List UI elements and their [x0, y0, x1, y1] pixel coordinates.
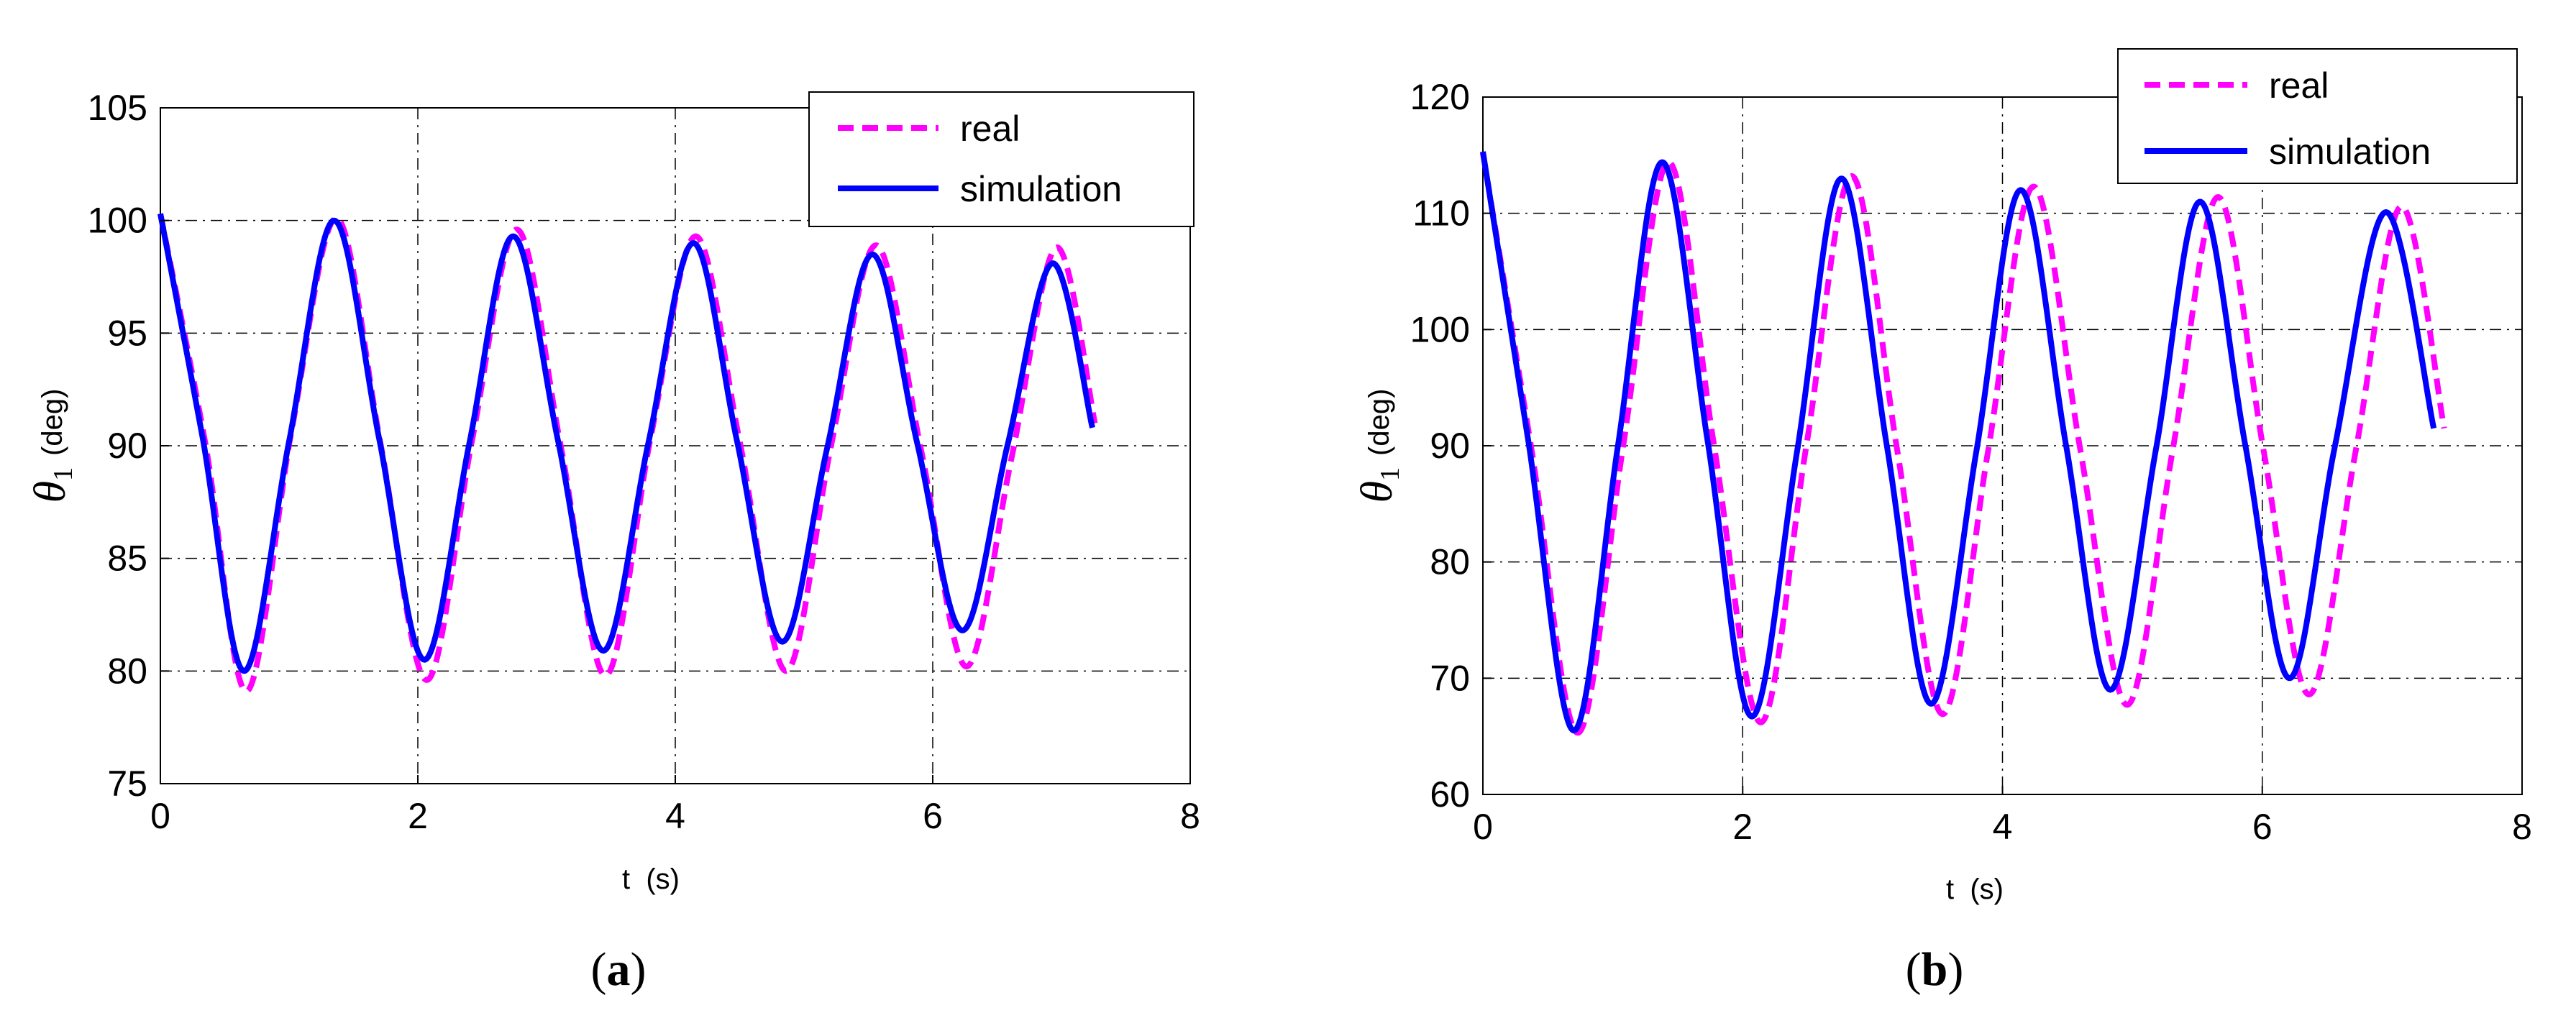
chart-b: 0 2 4 6 8 60 70 80 90 100 110 120 t (s) θ1 (deg) re…: [1353, 48, 2532, 996]
x-tick-label-b: 6: [2252, 807, 2273, 847]
x-axis-label-b: t (s): [1946, 874, 2004, 905]
x-tick-label-b: 0: [1473, 807, 1493, 847]
y-tick-label-b: 70: [1430, 658, 1470, 698]
y-tick-label-a: 80: [107, 651, 147, 691]
y-axis-label-b: θ1 (deg): [1353, 389, 1405, 503]
y-tick-label-b: 100: [1410, 309, 1470, 349]
x-tick-label-b: 2: [1732, 807, 1753, 847]
x-tick-labels-b: 0 2 4 6 8: [1473, 786, 2532, 847]
series-layer-a: [157, 213, 1098, 695]
x-tick-label-b: 4: [1993, 807, 2013, 847]
y-axis-label-unit-b: (deg): [1364, 389, 1395, 456]
legend-label-simulation-a: simulation: [960, 169, 1122, 209]
svg-text:θ1(deg): θ1 (deg): [1353, 389, 1405, 503]
y-axis-label-unit-a: (deg): [37, 389, 68, 456]
y-tick-label-b: 60: [1430, 774, 1470, 815]
y-axis-label-symbol-b: θ: [1353, 481, 1402, 503]
legend-label-simulation-b: simulation: [2269, 132, 2431, 172]
legend-b: real simulation: [2117, 48, 2518, 184]
x-tick-label-a: 8: [1180, 796, 1200, 836]
series-line-simulation-a: [157, 213, 1095, 674]
series-line-real-b: [1480, 152, 2447, 736]
y-tick-label-a: 95: [107, 313, 147, 353]
x-tick-label-a: 2: [408, 796, 428, 836]
gridlines-a: [160, 108, 1190, 784]
chart-a: 0 2 4 6 8 75 80 85 90 95 100 105 t (s) θ1 (deg) rea…: [26, 88, 1200, 996]
legend-label-real-b: real: [2269, 65, 2329, 106]
svg-text:θ1(deg): θ1 (deg): [26, 389, 78, 503]
gridlines-b: [1483, 97, 2522, 794]
series-layer-b: [1480, 151, 2447, 736]
y-tick-label-a: 90: [107, 426, 147, 466]
panel-label-a: (a): [591, 943, 647, 996]
series-line-simulation-b: [1480, 151, 2437, 734]
y-axis-label-subscript-a: 1: [48, 467, 78, 481]
x-tick-label-a: 6: [923, 796, 943, 836]
x-tick-label-b: 8: [2512, 807, 2532, 847]
panel-label-b: (b): [1906, 943, 1964, 996]
y-tick-label-a: 100: [88, 201, 147, 241]
y-tick-labels-b: 60 70 80 90 100 110 120: [1410, 77, 1492, 815]
y-tick-label-a: 85: [107, 538, 147, 579]
y-tick-label-b: 110: [1412, 193, 1470, 234]
y-axis-label-symbol-a: θ: [26, 481, 75, 503]
x-axis-label-a: t (s): [622, 863, 680, 895]
x-tick-label-a: 4: [665, 796, 685, 836]
y-axis-label-a: θ1 (deg): [26, 389, 78, 503]
y-tick-label-a: 75: [107, 764, 147, 804]
legend-a: real simulation: [808, 91, 1195, 227]
y-tick-label-b: 80: [1430, 542, 1470, 582]
x-tick-labels-a: 0 2 4 6 8: [150, 775, 1200, 836]
y-tick-label-b: 120: [1410, 77, 1470, 117]
legend-box-a: [808, 91, 1195, 227]
y-tick-labels-a: 75 80 85 90 95 100 105: [88, 88, 169, 804]
x-tick-label-a: 0: [150, 796, 170, 836]
legend-box-b: [2117, 48, 2518, 184]
y-tick-label-a: 105: [88, 88, 147, 128]
y-tick-label-b: 90: [1430, 426, 1470, 466]
y-axis-label-subscript-b: 1: [1375, 467, 1405, 481]
legend-label-real-a: real: [960, 109, 1020, 149]
